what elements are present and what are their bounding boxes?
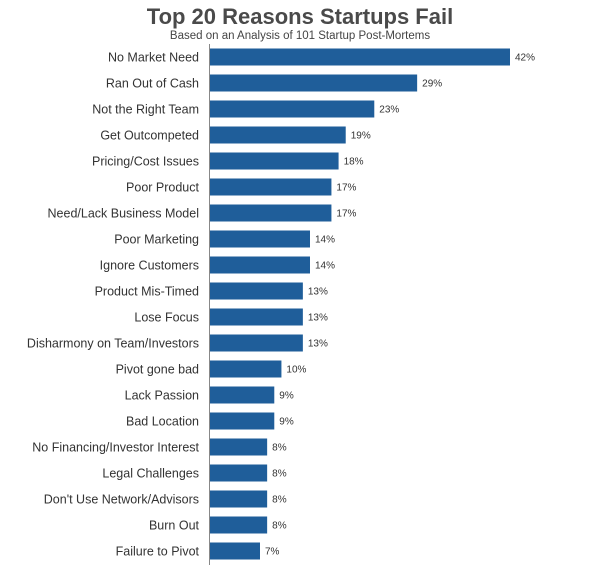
bar [210,74,418,92]
bar [210,360,282,378]
value-label: 14% [315,235,335,246]
value-label: 13% [308,287,328,298]
value-label: 29% [422,79,442,90]
bar [210,412,275,430]
category-label: No Financing/Investor Interest [32,441,199,455]
category-label: Pivot gone bad [116,363,199,377]
value-label: 18% [344,157,364,168]
category-label: Need/Lack Business Model [48,207,199,221]
value-label: 8% [272,469,287,480]
category-label: Poor Marketing [114,233,199,247]
category-label: Poor Product [126,181,199,195]
value-label: 13% [308,339,328,350]
value-label: 9% [279,391,294,402]
bar [210,48,510,66]
value-label: 23% [379,105,399,116]
bar [210,256,310,274]
category-label: Ran Out of Cash [106,77,199,91]
bar [210,230,310,248]
bar [210,126,346,144]
bar [210,464,268,482]
category-label: Don't Use Network/Advisors [44,493,199,507]
value-label: 7% [265,547,280,558]
category-label: Lose Focus [134,311,199,325]
value-label: 8% [272,521,287,532]
value-label: 14% [315,261,335,272]
value-label: 17% [336,209,356,220]
chart-subtitle: Based on an Analysis of 101 Startup Post… [169,30,431,42]
category-label: Product Mis-Timed [95,285,199,299]
category-label: No Market Need [108,51,199,65]
bar [210,100,375,118]
category-label: Pricing/Cost Issues [92,155,199,169]
bar [210,334,303,352]
chart-title: Top 20 Reasons Startups Fail [146,4,454,29]
category-label: Disharmony on Team/Investors [27,337,199,351]
bar [210,178,332,196]
value-label: 13% [308,313,328,324]
value-label: 42% [515,53,535,64]
bar [210,204,332,222]
value-label: 19% [351,131,371,142]
bar [210,438,268,456]
value-label: 8% [272,443,287,454]
category-label: Failure to Pivot [116,545,200,559]
bar [210,308,303,326]
bar [210,282,303,300]
category-label: Burn Out [149,519,200,533]
value-label: 10% [286,365,306,376]
bar [210,542,260,560]
bar [210,516,268,534]
value-label: 17% [336,183,356,194]
bar [210,386,275,404]
category-label: Legal Challenges [102,467,199,481]
bar [210,490,268,508]
value-label: 8% [272,495,287,506]
value-label: 9% [279,417,294,428]
category-label: Get Outcompeted [100,129,199,143]
bar [210,152,339,170]
category-label: Not the Right Team [92,103,199,117]
category-label: Bad Location [126,415,199,429]
category-label: Ignore Customers [100,259,199,273]
category-label: Lack Passion [125,389,199,403]
